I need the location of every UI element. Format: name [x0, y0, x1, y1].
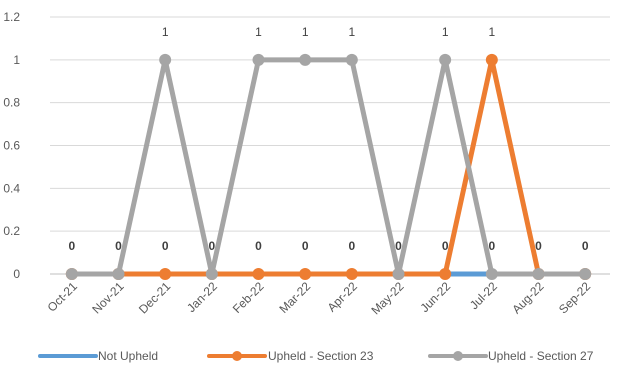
data-label: 0	[535, 239, 542, 253]
data-label: 0	[208, 239, 215, 253]
data-point	[392, 268, 405, 280]
data-labels: 0 0 0 0 0 0 0 0 0 0 0 0 1 1 1 1 1 1	[68, 25, 588, 253]
x-tick-label: Sep-22	[556, 279, 593, 316]
y-tick-label: 0	[13, 267, 20, 281]
data-label: 1	[255, 25, 262, 39]
data-point	[205, 268, 218, 280]
data-point	[439, 53, 452, 66]
y-tick-label: 0.2	[3, 224, 20, 238]
y-tick-label: 0.8	[3, 96, 20, 110]
legend-label: Not Upheld	[98, 349, 158, 363]
x-axis-ticks: Oct-21 Nov-21 Dec-21 Jan-22 Feb-22 Mar-22 Apr-…	[45, 279, 594, 317]
data-point	[252, 53, 265, 66]
data-point	[579, 268, 592, 280]
x-tick-label: Mar-22	[277, 279, 314, 316]
x-tick-label: Apr-22	[325, 279, 361, 315]
data-point	[299, 268, 312, 280]
data-point	[439, 268, 452, 280]
x-tick-label: Jan-22	[184, 279, 220, 315]
legend-marker	[232, 351, 242, 361]
data-label: 1	[348, 25, 355, 39]
data-label: 0	[255, 239, 262, 253]
data-point	[532, 268, 545, 280]
data-point	[65, 268, 78, 280]
series-lines	[65, 53, 592, 280]
series-line-2	[69, 57, 588, 277]
data-label: 1	[488, 25, 495, 39]
y-axis-ticks: 0 0.2 0.4 0.6 0.8 1 1.2	[3, 10, 20, 281]
data-point	[345, 53, 358, 66]
data-point	[112, 268, 125, 280]
data-label: 0	[582, 239, 589, 253]
data-label: 0	[115, 239, 122, 253]
x-tick-label: Nov-21	[89, 279, 126, 316]
data-point	[159, 53, 172, 66]
data-label: 0	[162, 239, 169, 253]
data-label: 0	[442, 239, 449, 253]
y-tick-label: 1.2	[3, 10, 20, 24]
data-label: 0	[348, 239, 355, 253]
data-label: 1	[302, 25, 309, 39]
gridlines	[50, 16, 610, 275]
series-line-1	[69, 57, 588, 277]
data-label: 0	[395, 239, 402, 253]
data-label: 0	[488, 239, 495, 253]
data-point	[159, 268, 172, 280]
x-tick-label: Dec-21	[136, 279, 173, 316]
legend-label: Upheld - Section 27	[488, 349, 594, 363]
x-tick-label: May-22	[368, 279, 406, 317]
legend-marker	[453, 351, 463, 361]
y-tick-label: 0.4	[3, 181, 20, 195]
legend-label: Upheld - Section 23	[268, 349, 374, 363]
data-point	[345, 268, 358, 280]
data-point	[299, 53, 312, 66]
data-label: 0	[302, 239, 309, 253]
y-tick-label: 1	[13, 53, 20, 67]
x-tick-label: Feb-22	[230, 279, 267, 316]
y-tick-label: 0.6	[3, 139, 20, 153]
legend: Not Upheld Upheld - Section 23 Upheld - Se…	[38, 349, 594, 363]
data-label: 1	[442, 25, 449, 39]
data-point	[252, 268, 265, 280]
data-point	[485, 268, 498, 280]
data-label: 1	[162, 25, 169, 39]
data-point	[485, 53, 498, 66]
x-tick-label: Aug-22	[509, 279, 546, 316]
x-tick-label: Jun-22	[417, 279, 453, 315]
x-tick-label: Oct-21	[45, 279, 81, 315]
x-tick-label: Jul-22	[467, 279, 500, 312]
data-label: 0	[68, 239, 75, 253]
